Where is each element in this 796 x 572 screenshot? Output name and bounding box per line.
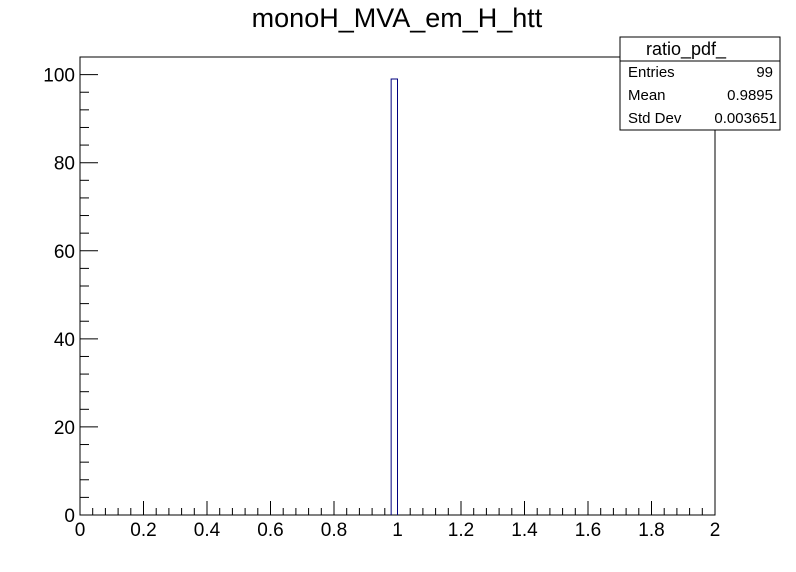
histogram-bars	[390, 78, 398, 515]
stats-stddev-value: 0.003651	[714, 110, 777, 127]
stats-mean-label: Mean	[628, 87, 666, 104]
x-tick-label: 1.6	[575, 520, 601, 541]
stats-stddev-label: Std Dev	[628, 110, 682, 127]
stats-entries-label: Entries	[628, 64, 675, 81]
x-tick-label: 0.4	[194, 520, 221, 541]
x-tick-label: 0.8	[321, 520, 347, 541]
x-tick-label: 2	[710, 520, 721, 541]
stats-box-frame	[619, 36, 781, 131]
y-tick-label: 0	[64, 506, 75, 527]
stats-box: ratio_pdf_ Entries 99 Mean 0.9895 Std De…	[619, 36, 781, 131]
x-tick-label: 0.6	[257, 520, 283, 541]
stats-box-title: ratio_pdf_	[646, 39, 727, 60]
histogram-bar	[390, 78, 398, 515]
x-tick-label: 1.2	[448, 520, 474, 541]
y-tick-label: 100	[43, 66, 75, 87]
x-tick-label: 0.2	[130, 520, 156, 541]
x-tick-label: 1.8	[638, 520, 664, 541]
stats-entries-value: 99	[756, 64, 773, 81]
y-tick-label: 40	[54, 330, 75, 351]
y-tick-label: 20	[54, 418, 75, 439]
y-tick-label: 60	[54, 242, 75, 263]
x-tick-label: 1	[392, 520, 403, 541]
x-tick-label: 0	[75, 520, 86, 541]
chart-title: monoH_MVA_em_H_htt	[252, 3, 543, 33]
stats-mean-value: 0.9895	[727, 87, 773, 104]
y-tick-label: 80	[54, 154, 75, 175]
x-tick-label: 1.4	[511, 520, 538, 541]
x-axis: 0 0.2 0.4 0.6 0.8 1 1.2 1.4 1.6 1.8 2	[75, 501, 721, 541]
y-axis: 0 20 40 60 80 100	[43, 56, 98, 527]
